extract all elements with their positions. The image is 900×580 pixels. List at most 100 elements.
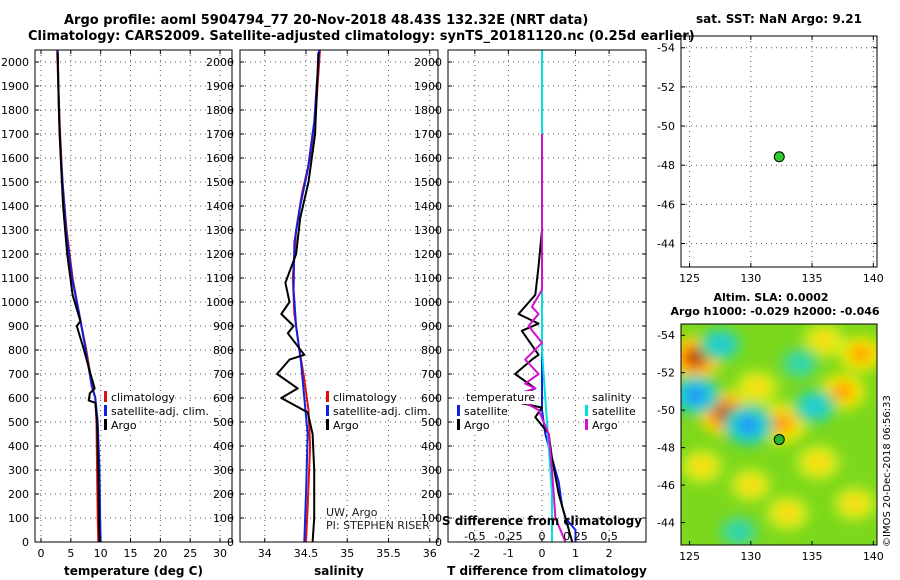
legend-label: Argo [111, 419, 137, 432]
y-tick-label: 100 [8, 512, 29, 525]
legend-red-mark [326, 391, 329, 402]
y-tick-label: 200 [213, 488, 234, 501]
y-tick-label: 1800 [414, 104, 442, 117]
difference-series-salinity-satellite [541, 50, 553, 542]
s-diff-tick-label: 0.5 [600, 530, 618, 543]
salinity-xlabel: salinity [314, 564, 364, 578]
x-tick-label: 135 [802, 550, 823, 563]
legend-temp-satellite: satellite [457, 405, 508, 418]
legend-magenta-mark [585, 419, 588, 430]
y-tick-label: 2000 [1, 56, 29, 69]
sla-anomaly-core [744, 479, 758, 491]
x-tick-label: 130 [740, 550, 761, 563]
sla-anomaly-core [713, 339, 728, 351]
credit-line2: PI: STEPHEN RISER [326, 519, 430, 532]
y-tick-label: 1300 [414, 224, 442, 237]
temperature-xlabel: temperature (deg C) [64, 564, 203, 578]
y-tick-label: 200 [8, 488, 29, 501]
sla-anomaly-core [848, 498, 862, 510]
sla-anomaly-core [750, 382, 764, 394]
sst-map-grid [681, 36, 877, 267]
y-tick-label: 1000 [1, 296, 29, 309]
y-tick-label: 1100 [206, 272, 234, 285]
y-tick-label: 700 [213, 368, 234, 381]
x-tick-label: 140 [863, 550, 884, 563]
y-tick-label: -44 [657, 517, 675, 530]
sla-anomaly-core [807, 400, 822, 413]
legend-climatology: climatology [104, 391, 175, 404]
difference-xlabel2: S difference from climatology [442, 514, 642, 528]
sla-anomaly-core [695, 460, 709, 472]
y-tick-label: 700 [421, 368, 442, 381]
y-tick-label: 600 [8, 392, 29, 405]
s-diff-tick-label: 0.25 [563, 530, 588, 543]
y-tick-label: 1500 [414, 176, 442, 189]
y-tick-label: 0 [435, 536, 442, 549]
legend-blue-mark [457, 405, 460, 416]
salinity-series-satellite-adj-clim- [292, 49, 321, 543]
y-tick-label: 1500 [206, 176, 234, 189]
y-tick-label: 800 [8, 344, 29, 357]
sla-anomaly-core [773, 416, 790, 430]
sla-anomaly-core [853, 348, 869, 360]
y-tick-label: -52 [657, 367, 675, 380]
s-diff-tick-label: 0 [538, 530, 545, 543]
legend-salinity-header: salinity [592, 391, 632, 404]
legend-satellite-adj: satellite-adj. clim. [326, 405, 431, 418]
legend-blue-mark [326, 405, 329, 416]
legend-argo: Argo [104, 419, 137, 432]
y-tick-label: -46 [657, 198, 675, 211]
y-tick-label: 1100 [414, 272, 442, 285]
y-tick-label: 400 [421, 440, 442, 453]
legend-temperature-header: temperature [466, 391, 536, 404]
y-tick-label: -54 [657, 42, 675, 55]
y-tick-label: 900 [8, 320, 29, 333]
s-diff-tick-label: -0.25 [494, 530, 522, 543]
legend-argo: Argo [326, 419, 359, 432]
x-tick-label: 30 [213, 547, 227, 560]
sst-map-title: sat. SST: NaN Argo: 9.21 [696, 12, 862, 26]
sla-anomaly-core [811, 456, 826, 469]
y-tick-label: 2000 [206, 56, 234, 69]
y-tick-label: -50 [657, 404, 675, 417]
legend-label: Argo [333, 419, 359, 432]
argo-location-marker [773, 151, 785, 163]
y-tick-label: 200 [421, 488, 442, 501]
y-tick-label: -52 [657, 81, 675, 94]
legend-satellite-adj: satellite-adj. clim. [104, 405, 209, 418]
x-tick-label: 0 [538, 547, 545, 560]
x-tick-label: 130 [740, 272, 761, 285]
x-tick-label: 0 [37, 547, 44, 560]
imos-credit: ©IMOS 20-Dec-2018 06:56:33 [882, 395, 893, 547]
y-tick-label: 1400 [1, 200, 29, 213]
sla-map-frame [680, 323, 878, 546]
temperature-series-argo [56, 52, 101, 543]
y-tick-label: 500 [8, 416, 29, 429]
legend-label: climatology [333, 391, 397, 404]
y-tick-label: 300 [213, 464, 234, 477]
legend-black-mark [457, 419, 460, 430]
sst-map-frame [680, 35, 878, 268]
legend-sal-argo: Argo [585, 419, 618, 432]
legend-label: Argo [464, 419, 490, 432]
legend-blue-mark [104, 405, 107, 416]
y-tick-label: 600 [421, 392, 442, 405]
difference-series-temperature-argo [507, 52, 574, 543]
y-tick-label: 900 [213, 320, 234, 333]
salinity-grid [240, 50, 438, 543]
y-tick-label: -44 [657, 238, 675, 251]
y-tick-label: 1500 [1, 176, 29, 189]
difference-series-temperature-satellite [541, 50, 577, 542]
y-tick-label: -48 [657, 442, 675, 455]
y-tick-label: 300 [8, 464, 29, 477]
x-tick-label: 2 [606, 547, 613, 560]
x-tick-label: 15 [124, 547, 138, 560]
figure-title-line2: Climatology: CARS2009. Satellite-adjuste… [28, 29, 695, 44]
y-tick-label: 500 [421, 416, 442, 429]
y-tick-label: 0 [227, 536, 234, 549]
y-tick-label: 1400 [414, 200, 442, 213]
y-tick-label: 800 [213, 344, 234, 357]
y-tick-label: 400 [8, 440, 29, 453]
y-tick-label: 1200 [206, 248, 234, 261]
argo-location-marker [773, 434, 785, 446]
